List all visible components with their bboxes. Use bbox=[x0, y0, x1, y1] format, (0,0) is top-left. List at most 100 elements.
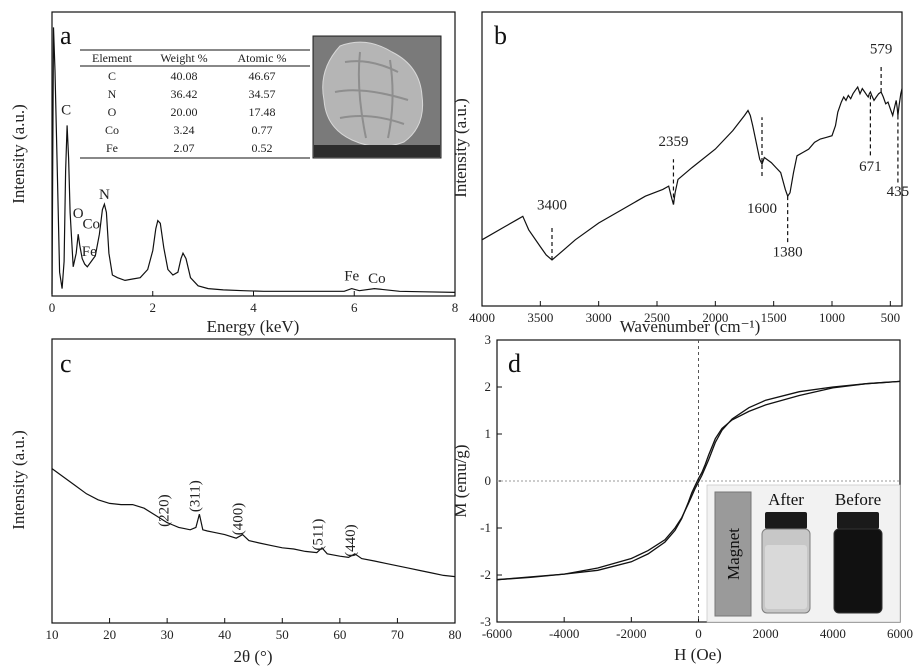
panel-a-sem-image bbox=[312, 35, 442, 159]
y-tick-label: -2 bbox=[480, 567, 491, 582]
y-tick-label: -1 bbox=[480, 520, 491, 535]
panel-c-frame bbox=[51, 338, 456, 624]
table-cell: 17.48 bbox=[249, 105, 276, 119]
sem-databar bbox=[314, 145, 440, 157]
x-tick-label: -2000 bbox=[616, 626, 646, 641]
panel-d-hysteresis-loop bbox=[496, 380, 901, 581]
magnet-block bbox=[714, 491, 752, 617]
x-tick-label: 6 bbox=[351, 300, 358, 315]
table-cell: 3.24 bbox=[174, 123, 195, 137]
peak-marker-label: 1600 bbox=[747, 201, 777, 217]
x-tick-label: 20 bbox=[103, 627, 116, 642]
before-label: Before bbox=[835, 490, 881, 509]
panel-b-y-title: Intensity (a.u.) bbox=[451, 98, 470, 198]
table-cell: 46.67 bbox=[249, 69, 276, 83]
after-vial-cap bbox=[765, 512, 807, 529]
table-cell: 36.42 bbox=[171, 87, 198, 101]
table-cell: 40.08 bbox=[171, 69, 198, 83]
panel-d: d -6000 -4000 -2000 0 2000 4000 6000 -3 -2 -1 0 1 2 3… bbox=[451, 332, 913, 664]
x-tick-label: 60 bbox=[333, 627, 346, 642]
panel-a-x-ticks: 0 2 4 6 8 bbox=[49, 291, 459, 315]
panel-b-x-title: Wavenumber (cm⁻¹) bbox=[620, 317, 761, 336]
hysteresis-ascending-branch bbox=[496, 380, 901, 581]
x-tick-label: 0 bbox=[49, 300, 56, 315]
peak-marker-label: 579 bbox=[870, 41, 893, 57]
panel-d-letter: d bbox=[508, 349, 521, 378]
panel-c: c 10 20 30 40 50 60 70 80 (220) (311)(400) (511)(… bbox=[9, 338, 462, 666]
x-tick-label: -4000 bbox=[549, 626, 579, 641]
panel-c-letter: c bbox=[60, 349, 72, 378]
peak-label: Co bbox=[368, 271, 386, 287]
magnet-label: Magnet bbox=[724, 528, 743, 580]
peak-label: (511) bbox=[311, 519, 327, 551]
y-tick-label: 1 bbox=[485, 426, 492, 441]
peak-label: (311) bbox=[187, 480, 203, 512]
x-tick-label: 70 bbox=[391, 627, 404, 642]
x-tick-label: 4000 bbox=[469, 310, 495, 325]
table-header-element: Element bbox=[92, 51, 133, 65]
peak-label: (440) bbox=[343, 524, 359, 557]
panel-a-y-title: Intensity (a.u.) bbox=[9, 104, 28, 204]
panel-b-ftir-spectrum bbox=[481, 85, 903, 261]
x-tick-label: -6000 bbox=[482, 626, 512, 641]
panel-b-letter: b bbox=[494, 21, 507, 50]
x-tick-label: 4 bbox=[250, 300, 257, 315]
panel-b-peak-markers: 3400 2359 1600 1380 671 579 435 bbox=[537, 41, 909, 260]
hysteresis-descending-branch bbox=[496, 380, 901, 581]
x-tick-label: 10 bbox=[46, 627, 59, 642]
panel-b-frame bbox=[481, 11, 903, 307]
x-tick-label: 2000 bbox=[753, 626, 779, 641]
table-cell: C bbox=[108, 69, 116, 83]
table-cell: Fe bbox=[106, 141, 118, 155]
y-tick-label: 0 bbox=[485, 473, 492, 488]
before-vial-cap bbox=[837, 512, 879, 529]
peak-label: N bbox=[99, 187, 110, 203]
peak-label: O bbox=[73, 206, 84, 222]
panel-b: b 4000 3500 3000 2500 2000 1500 1000 500 3400 23… bbox=[451, 11, 909, 336]
x-tick-label: 4000 bbox=[820, 626, 846, 641]
peak-label: (220) bbox=[156, 494, 172, 526]
peak-label: Fe bbox=[344, 268, 359, 284]
peak-marker-label: 3400 bbox=[537, 198, 567, 214]
x-tick-label: 0 bbox=[695, 626, 702, 641]
panel-d-x-title: H (Oe) bbox=[674, 645, 722, 664]
x-tick-label: 1500 bbox=[761, 310, 787, 325]
x-tick-label: 8 bbox=[452, 300, 459, 315]
table-cell: 0.52 bbox=[252, 141, 273, 155]
panel-b-x-ticks: 4000 3500 3000 2500 2000 1500 1000 500 bbox=[469, 301, 900, 325]
x-tick-label: 2500 bbox=[644, 310, 670, 325]
sem-texture bbox=[334, 51, 409, 139]
peak-marker-label: 1380 bbox=[773, 245, 803, 261]
x-tick-label: 2 bbox=[150, 300, 157, 315]
x-tick-label: 50 bbox=[276, 627, 289, 642]
y-tick-label: 2 bbox=[485, 379, 492, 394]
x-tick-label: 80 bbox=[449, 627, 462, 642]
table-header-weight: Weight % bbox=[160, 51, 207, 65]
sem-particle bbox=[322, 41, 424, 147]
panel-a-x-title: Energy (keV) bbox=[207, 317, 300, 336]
table-cell: O bbox=[108, 105, 117, 119]
table-header-atomic: Atomic % bbox=[238, 51, 287, 65]
table-cell: 20.00 bbox=[171, 105, 198, 119]
peak-marker-label: 671 bbox=[859, 159, 882, 175]
peak-label: C bbox=[61, 102, 71, 118]
panel-a-letter: a bbox=[60, 21, 72, 50]
peak-label: Fe bbox=[82, 244, 97, 260]
table-cell: 0.77 bbox=[252, 123, 273, 137]
x-tick-label: 3500 bbox=[527, 310, 553, 325]
panel-c-xrd-pattern bbox=[51, 468, 456, 578]
peak-marker-label: 435 bbox=[887, 184, 910, 200]
x-tick-label: 500 bbox=[881, 310, 901, 325]
panel-c-y-title: Intensity (a.u.) bbox=[9, 430, 28, 530]
peak-label: Co bbox=[83, 217, 101, 233]
table-cell: 34.57 bbox=[249, 87, 276, 101]
y-tick-label: 3 bbox=[485, 332, 492, 347]
x-tick-label: 2000 bbox=[702, 310, 728, 325]
x-tick-label: 40 bbox=[218, 627, 231, 642]
before-vial-body bbox=[833, 528, 883, 614]
table-cell: 2.07 bbox=[174, 141, 195, 155]
x-tick-label: 30 bbox=[161, 627, 174, 642]
after-label: After bbox=[768, 490, 804, 509]
